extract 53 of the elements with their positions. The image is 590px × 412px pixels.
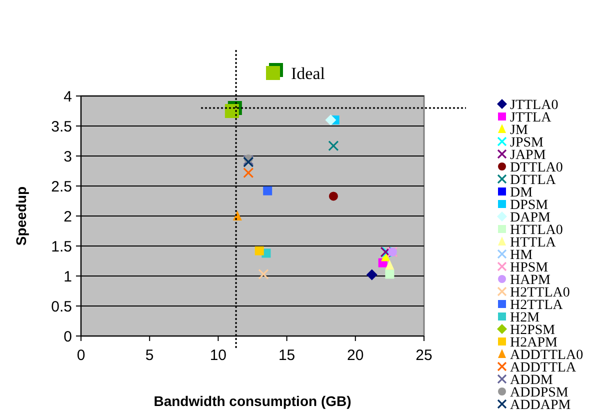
point xyxy=(325,114,336,126)
x-tick-label: 15 xyxy=(278,347,296,364)
y-axis-title: Speedup xyxy=(13,186,29,246)
point xyxy=(328,140,339,152)
point xyxy=(254,246,264,256)
legend-label: DM xyxy=(510,185,534,200)
y-tick-label: 0 xyxy=(64,328,72,346)
x-tick-label: 5 xyxy=(145,347,154,364)
legend-label: ADDAPM xyxy=(510,398,572,412)
x-tick-label: 25 xyxy=(416,347,432,364)
point xyxy=(366,269,378,280)
point xyxy=(243,168,254,178)
legend-label: DAPM xyxy=(510,210,552,226)
legend-label: HPSM xyxy=(510,260,549,276)
legend-label: ADDTTLA xyxy=(510,360,577,376)
point xyxy=(328,192,338,201)
legend-label: HTTLA0 xyxy=(510,222,563,238)
y-tick-label: 2 xyxy=(64,208,72,226)
x-tick-label: 0 xyxy=(76,347,86,364)
x-tick-label: 10 xyxy=(210,347,227,364)
legend-label: DTTLA0 xyxy=(510,160,563,176)
point xyxy=(258,268,269,280)
y-tick-label: 2.5 xyxy=(51,178,72,196)
legend-label: DTTLA xyxy=(510,172,557,188)
legend-label: HM xyxy=(510,248,534,263)
legend-label: ADDTTLA0 xyxy=(510,348,584,363)
x-tick-label: 20 xyxy=(347,347,364,364)
x-axis-title: Bandwidth consumption (GB) xyxy=(154,393,352,409)
legend-label: HAPM xyxy=(510,272,552,288)
legend-label: JM xyxy=(510,122,528,138)
legend-label: H2APM xyxy=(510,335,558,350)
point xyxy=(385,270,394,279)
legend-label: DPSM xyxy=(510,198,549,213)
legend-label: H2PSM xyxy=(510,322,556,338)
legend-label: H2M xyxy=(510,310,540,326)
legend-label: H2TTLA xyxy=(510,298,564,313)
point xyxy=(385,260,394,270)
legend-label: JAPM xyxy=(510,148,546,163)
y-tick-label: 3.5 xyxy=(51,118,72,136)
legend-label: H2TTLA0 xyxy=(510,285,570,300)
legend-label: JTTLA0 xyxy=(510,98,558,113)
y-tick-label: 0.5 xyxy=(51,298,72,316)
y-tick-label: 4 xyxy=(64,88,72,106)
y-tick-label: 1.5 xyxy=(51,238,72,256)
legend-label: JTTLA xyxy=(510,110,552,126)
legend-label: ADDPSM xyxy=(510,385,569,400)
legend-label: HTTLA xyxy=(510,235,557,250)
legend-label: JPSM xyxy=(510,135,544,150)
y-tick-label: 3 xyxy=(64,148,72,166)
point xyxy=(263,186,272,196)
legend-label: ADDM xyxy=(510,372,554,388)
y-tick-label: 1 xyxy=(64,268,72,286)
legend-label: Ideal xyxy=(291,64,326,83)
